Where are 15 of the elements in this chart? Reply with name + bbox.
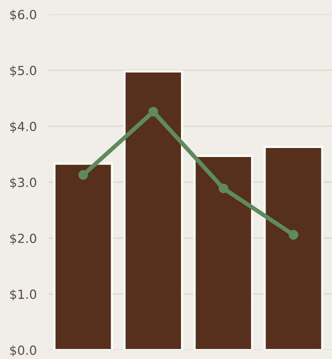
point xyxy=(148,106,158,117)
y-tick-label: $4.0 xyxy=(10,122,36,133)
y-tick-label: $5.0 xyxy=(10,66,36,77)
bar xyxy=(53,162,113,350)
point xyxy=(288,230,298,240)
bar xyxy=(264,146,324,350)
point xyxy=(218,183,228,194)
y-tick-label: $2.0 xyxy=(10,233,36,245)
y-tick-label: $6.0 xyxy=(10,10,36,21)
bar xyxy=(123,70,184,350)
y-tick-label: $0.0 xyxy=(10,345,36,357)
bar xyxy=(194,154,254,350)
point xyxy=(78,170,88,180)
y-tick-label: $1.0 xyxy=(10,289,36,301)
y-tick-label: $3.0 xyxy=(10,177,36,189)
